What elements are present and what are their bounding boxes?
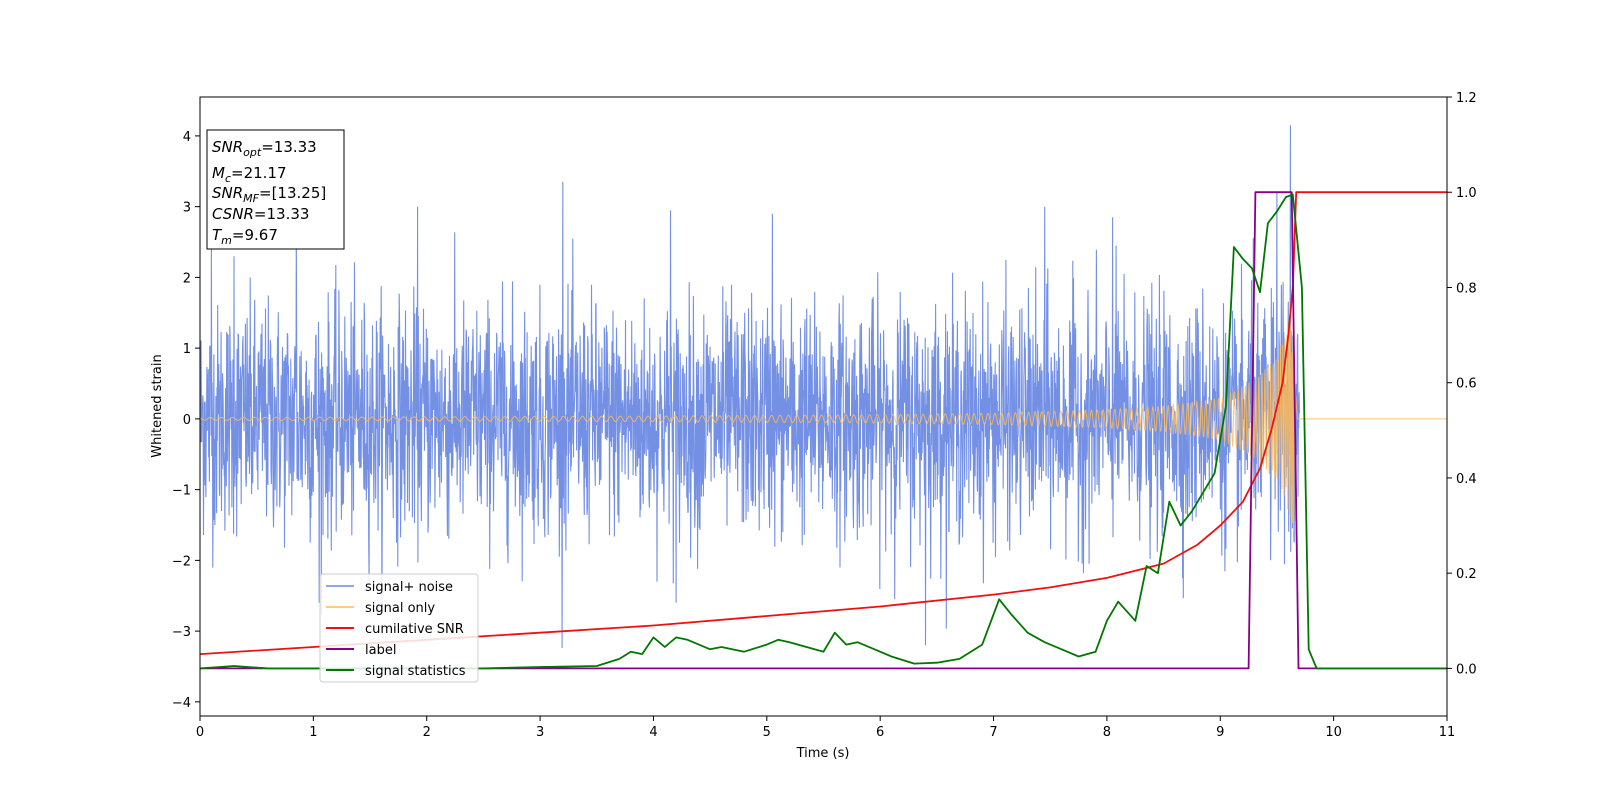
y-tick-label: 3: [183, 201, 191, 216]
plot-frame: [199, 96, 1448, 717]
x-tick-label: 1: [309, 725, 317, 740]
y-tick-label: 2: [183, 271, 191, 286]
right-axis-series: [200, 191, 1447, 670]
x-tick-label: 5: [763, 725, 771, 740]
signal-only-series: [200, 318, 1447, 532]
y2-tick-label: 0.2: [1456, 567, 1477, 582]
legend-label: signal statistics: [365, 664, 466, 679]
y-tick-label: −2: [172, 554, 191, 569]
y-tick-label: −4: [172, 696, 191, 711]
x-tick-label: 0: [196, 725, 204, 740]
y-tick-label: 4: [183, 130, 191, 145]
noise-series: [200, 125, 1300, 649]
y-tick-label: 1: [183, 342, 191, 357]
x-tick-label: 6: [876, 725, 884, 740]
legend: signal+ noise signal only cumilative SNR la…: [319, 573, 479, 683]
x-tick-label: 10: [1325, 725, 1342, 740]
y2-tick-label: 0.6: [1456, 377, 1477, 392]
x-axis: 0 1 2 3 4 5 6 7 8 9 10 11: [196, 716, 1455, 740]
signal-only-line: [200, 318, 1447, 532]
x-axis-label: Time (s): [796, 746, 850, 761]
y2-tick-label: 1.0: [1456, 186, 1477, 201]
signal-statistics-line: [200, 193, 1447, 670]
x-tick-label: 4: [649, 725, 657, 740]
legend-label: label: [365, 643, 396, 658]
noise-line: [200, 125, 1300, 649]
y-axis-label: Whitened strain: [150, 354, 165, 457]
annotation-line: Tm=9.67: [212, 226, 278, 247]
y-tick-label: 0: [183, 413, 191, 428]
y2-tick-label: 0.4: [1456, 472, 1477, 487]
x-tick-label: 3: [536, 725, 544, 740]
annotation-line: SNRopt=13.33: [212, 138, 317, 159]
legend-label: signal+ noise: [365, 580, 453, 595]
x-tick-label: 11: [1439, 725, 1456, 740]
legend-label: signal only: [365, 601, 435, 616]
y2-tick-label: 0.8: [1456, 281, 1477, 296]
annotation-line: SNRMF=[13.25]: [212, 184, 326, 205]
x-tick-label: 8: [1103, 725, 1111, 740]
legend-frame: [319, 573, 479, 683]
x-tick-label: 2: [423, 725, 431, 740]
y-tick-label: −3: [172, 625, 191, 640]
y2-tick-label: 1.2: [1456, 91, 1477, 106]
y2-tick-label: 0.0: [1456, 662, 1477, 677]
legend-label: cumilative SNR: [365, 622, 464, 637]
x-tick-label: 7: [989, 725, 997, 740]
y-tick-label: −1: [172, 484, 191, 499]
annotation-line: CSNR=13.33: [212, 205, 309, 223]
annotation-frame: [206, 129, 345, 250]
cumilative-snr-line: [200, 191, 1447, 655]
y2-axis: 0.0 0.2 0.4 0.6 0.8 1.0 1.2: [1447, 91, 1477, 677]
y-axis: −4 −3 −2 −1 0 1 2 3 4: [172, 130, 200, 711]
stats-annotation-box: SNRopt=13.33 Mc=21.17SNRMF=[13.25]CSNR=13…: [206, 129, 345, 250]
x-tick-label: 9: [1216, 725, 1224, 740]
annotation-line: Mc=21.17: [212, 164, 287, 185]
